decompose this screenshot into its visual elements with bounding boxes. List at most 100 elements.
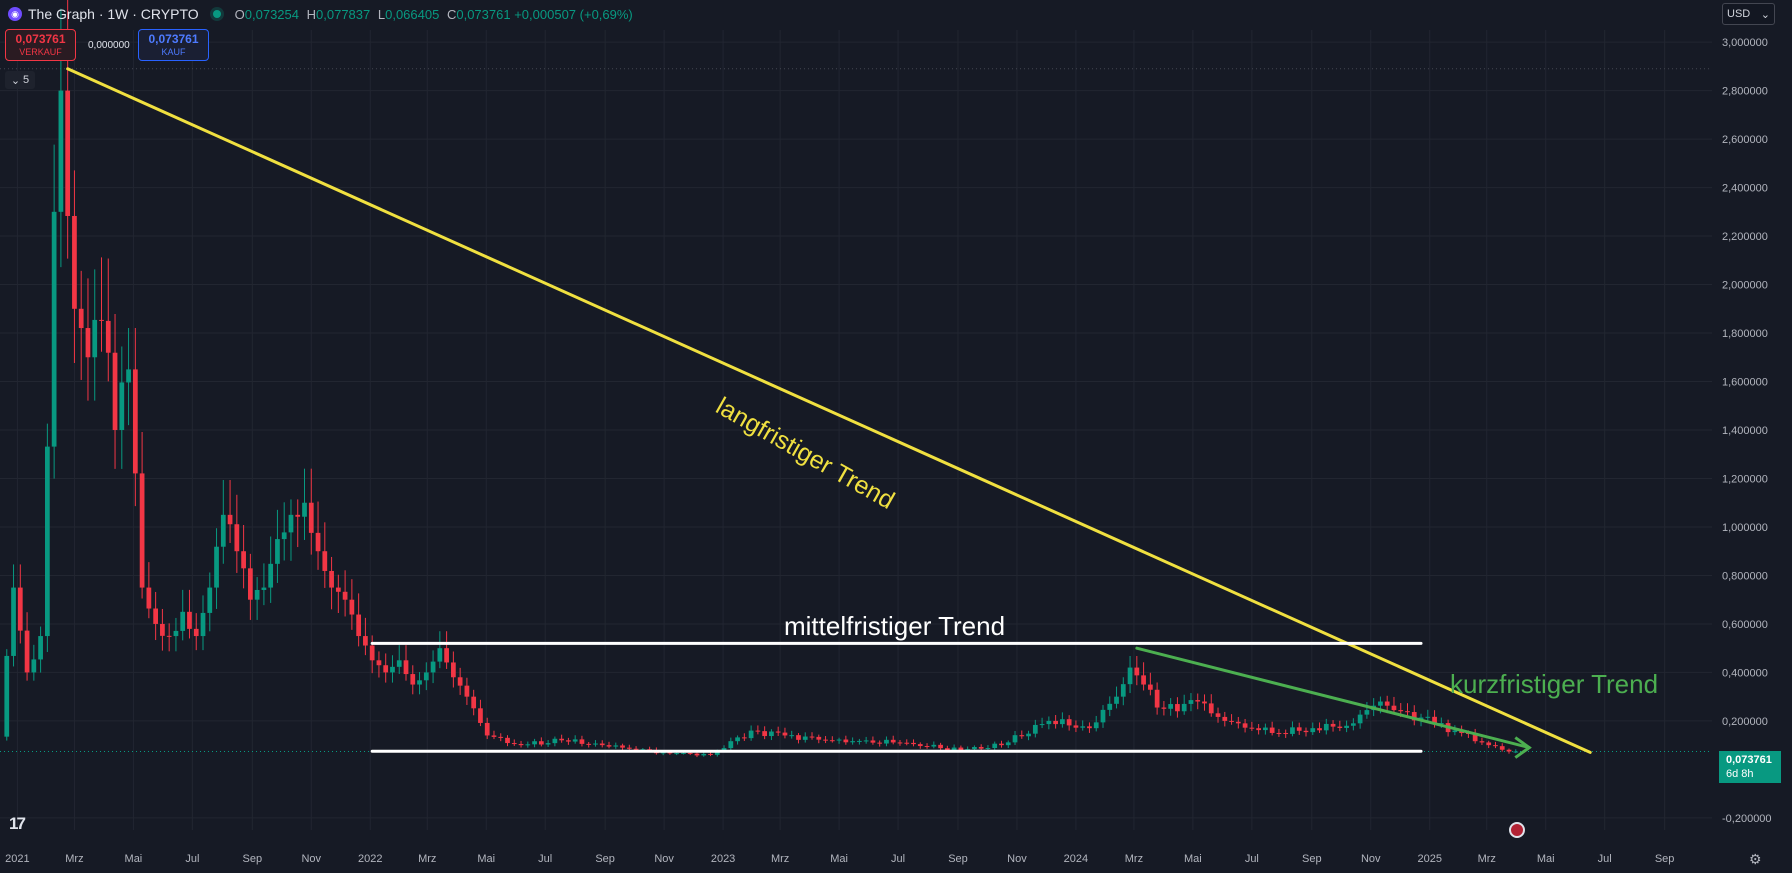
candle-body <box>958 747 964 750</box>
y-tick-label: 2,800000 <box>1722 86 1768 98</box>
indicators-toggle[interactable]: ⌄ 5 <box>5 71 35 89</box>
candle-body <box>153 608 159 624</box>
candle-body <box>809 736 815 738</box>
x-tick-label: Jul <box>1245 853 1259 865</box>
candle-body <box>1411 712 1417 721</box>
candle-body <box>1303 730 1309 733</box>
candle-body <box>119 382 125 430</box>
candle-body <box>363 636 368 646</box>
candle-body <box>308 502 314 533</box>
spread-value: 0,000000 <box>88 40 130 51</box>
candle-body <box>1093 722 1099 729</box>
candle-body <box>478 708 483 723</box>
candle-body <box>938 744 943 749</box>
candle-body <box>525 744 531 746</box>
candle-body <box>1134 667 1140 676</box>
candle-body <box>1425 716 1431 718</box>
candle-body <box>1276 732 1282 734</box>
candle-body <box>342 591 348 600</box>
y-tick-label: 1,800000 <box>1722 328 1768 340</box>
candle-body <box>748 730 754 739</box>
x-tick-label: Mai <box>125 853 143 865</box>
candle-body <box>1229 720 1234 722</box>
candle-body <box>606 745 612 747</box>
candle-body <box>187 611 192 629</box>
candle-body <box>863 740 869 742</box>
candle-body <box>173 630 179 637</box>
candle-body <box>491 735 497 737</box>
candle-body <box>505 737 510 744</box>
candle-body <box>559 738 565 741</box>
sell-button[interactable]: 0,073761 VERKAUF <box>5 29 76 61</box>
candle-body <box>1479 741 1485 743</box>
candle-body <box>1066 719 1072 726</box>
candle-body <box>1114 696 1119 704</box>
candle-body <box>471 696 477 709</box>
candle-body <box>1168 704 1174 709</box>
candle-body <box>681 752 686 754</box>
candle-body <box>329 570 334 588</box>
candle-body <box>214 546 219 588</box>
tradingview-logo-icon[interactable]: 17 <box>9 814 26 833</box>
candle-body <box>579 739 585 744</box>
candle-body <box>227 514 233 525</box>
candle-body <box>857 740 862 742</box>
trendlines <box>66 67 1592 759</box>
candle-body <box>944 748 950 751</box>
candle-body <box>1513 751 1519 753</box>
currency-select[interactable]: USD ⌄ <box>1722 3 1775 25</box>
candle-body <box>132 369 138 474</box>
candle-body <box>1357 714 1363 724</box>
candle-body <box>1073 725 1079 728</box>
candle-body <box>126 369 131 383</box>
chart-grid <box>0 30 1712 830</box>
candle-body <box>1364 710 1370 715</box>
y-tick-label: 1,400000 <box>1722 425 1768 437</box>
candle-body <box>335 587 341 592</box>
x-tick-label: 2023 <box>711 853 735 865</box>
candle-body <box>870 740 876 743</box>
candle-body <box>532 741 537 745</box>
candle-body <box>1181 703 1187 712</box>
candle-body <box>248 568 253 600</box>
candle-body <box>829 740 835 742</box>
trendline <box>1135 646 1531 750</box>
y-tick-label: 0,400000 <box>1722 667 1768 679</box>
candle-body <box>1256 728 1261 731</box>
candle-body <box>349 599 355 615</box>
candle-body <box>674 753 680 755</box>
the-graph-logo-icon: ◉ <box>8 7 22 21</box>
x-tick-label: Mrz <box>771 853 789 865</box>
y-tick-label: 2,200000 <box>1722 231 1768 243</box>
candle-body <box>1323 723 1329 731</box>
candle-body <box>789 735 795 737</box>
candle-body <box>843 739 849 743</box>
x-tick-label: Jul <box>891 853 905 865</box>
candle-body <box>261 587 267 590</box>
candle-body <box>1249 727 1255 729</box>
candle-body <box>268 563 274 588</box>
candle-body <box>457 677 463 686</box>
candle-body <box>484 722 490 736</box>
us-flag-icon[interactable] <box>1509 822 1525 838</box>
candle-body <box>288 514 294 533</box>
chevron-down-icon: ⌄ <box>10 74 21 87</box>
candle-body <box>85 328 91 358</box>
annotation-mid-trend[interactable]: mittelfristiger Trend <box>784 611 1006 641</box>
y-tick-label: 3,000000 <box>1722 37 1768 49</box>
buy-button[interactable]: 0,073761 KAUF <box>138 29 209 61</box>
settings-gear-icon[interactable]: ⚙ <box>1749 851 1762 867</box>
candle-body <box>694 753 700 756</box>
candle-body <box>1215 713 1221 717</box>
price-axis: 3,000000 2,800000 2,600000 2,400000 2,200000… <box>1712 0 1792 873</box>
symbol-title[interactable]: The Graph · 1W · CRYPTO <box>28 6 199 22</box>
candle-body <box>735 737 740 742</box>
candle-body <box>687 752 693 754</box>
annotation-short-trend[interactable]: kurzfristiger Trend <box>1450 669 1659 699</box>
candle-body <box>1222 716 1228 721</box>
candle-body <box>769 731 774 737</box>
candle-body <box>1053 720 1058 725</box>
candle-body <box>1039 724 1045 726</box>
x-tick-label: Mrz <box>65 853 83 865</box>
